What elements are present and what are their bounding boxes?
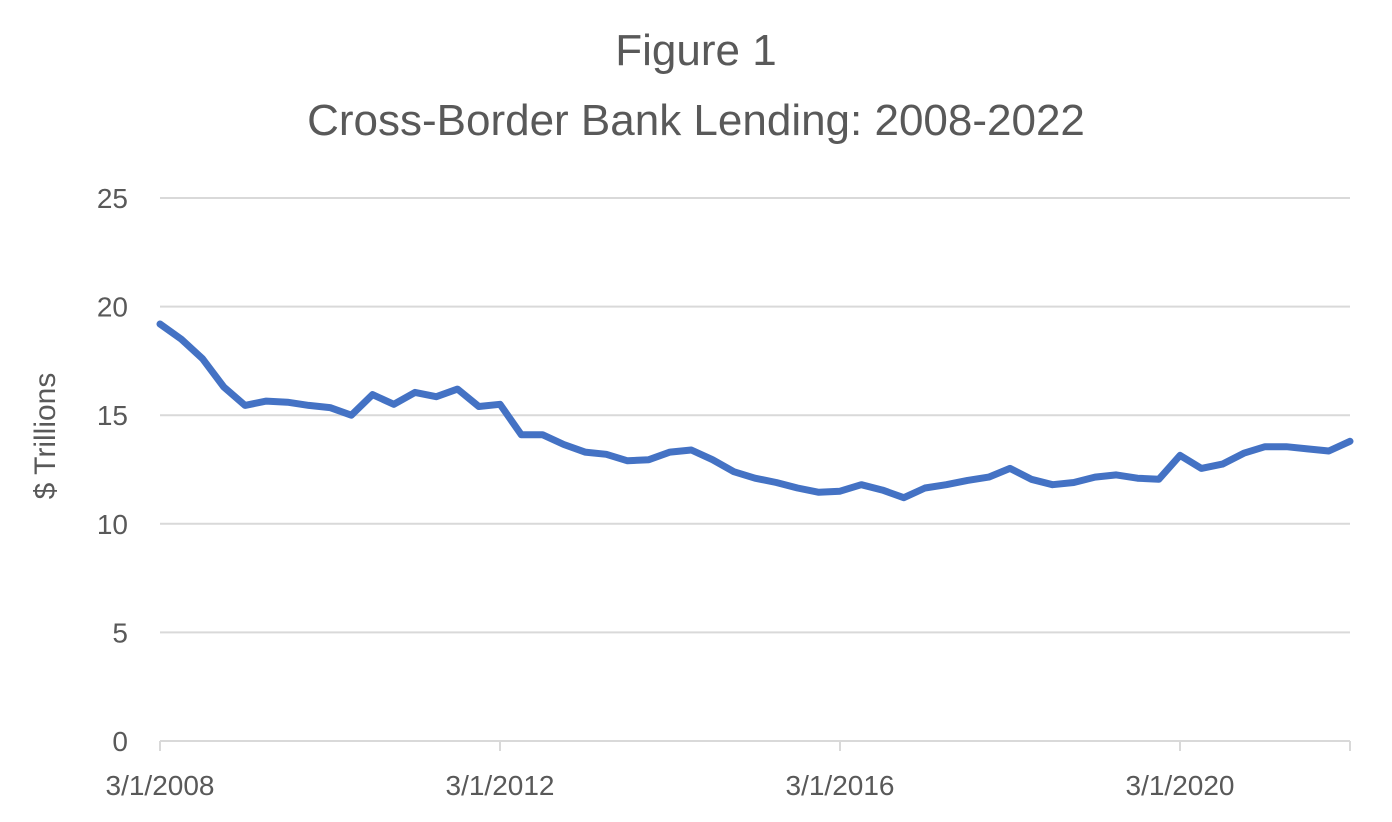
y-tick-label: 10 xyxy=(97,509,128,540)
data-point xyxy=(923,486,927,490)
series-group xyxy=(156,320,1354,502)
data-point xyxy=(519,433,523,437)
data-point xyxy=(1029,477,1033,481)
data-point xyxy=(371,393,375,397)
data-point xyxy=(668,450,672,454)
data-point xyxy=(1327,449,1331,453)
data-point xyxy=(1008,466,1012,470)
data-point xyxy=(413,390,417,394)
data-point xyxy=(626,459,630,463)
data-point xyxy=(1199,466,1203,470)
x-tick-label: 3/1/2012 xyxy=(446,770,555,801)
x-tick-label: 3/1/2020 xyxy=(1126,770,1235,801)
series-line xyxy=(156,320,1354,502)
chart-title: Figure 1 xyxy=(615,26,777,75)
data-point xyxy=(604,452,608,456)
data-point xyxy=(987,475,991,479)
data-point xyxy=(477,405,481,409)
data-point xyxy=(966,478,970,482)
data-point xyxy=(264,399,268,403)
data-point xyxy=(307,403,311,407)
data-point xyxy=(392,402,396,406)
data-point xyxy=(286,400,290,404)
data-point xyxy=(1114,473,1118,477)
y-tick-label: 5 xyxy=(112,617,128,648)
data-point xyxy=(689,448,693,452)
data-point xyxy=(1093,475,1097,479)
data-point xyxy=(1051,483,1055,487)
data-point xyxy=(732,470,736,474)
y-tick-label: 15 xyxy=(97,400,128,431)
data-point xyxy=(944,483,948,487)
data-point xyxy=(456,387,460,391)
data-point xyxy=(541,433,545,437)
data-point xyxy=(881,488,885,492)
data-point xyxy=(1072,481,1076,485)
data-point xyxy=(902,496,906,500)
data-point xyxy=(817,490,821,494)
data-point xyxy=(243,403,247,407)
gridlines xyxy=(160,197,1350,634)
data-point xyxy=(179,337,183,341)
data-point xyxy=(1136,476,1140,480)
data-point xyxy=(1284,445,1288,449)
data-point xyxy=(1157,477,1161,481)
y-tick-label: 20 xyxy=(97,292,128,323)
data-point xyxy=(774,481,778,485)
data-point xyxy=(1263,445,1267,449)
data-point xyxy=(583,450,587,454)
data-point xyxy=(562,443,566,447)
x-tick-label: 3/1/2008 xyxy=(106,770,215,801)
data-point xyxy=(349,413,353,417)
data-point xyxy=(201,357,205,361)
data-point xyxy=(1306,447,1310,451)
data-point xyxy=(859,483,863,487)
data-point xyxy=(1178,453,1182,457)
data-point xyxy=(222,385,226,389)
data-point xyxy=(711,458,715,462)
data-point xyxy=(1221,462,1225,466)
x-tick-label: 3/1/2016 xyxy=(786,770,895,801)
data-point xyxy=(328,406,332,410)
data-point xyxy=(647,458,651,462)
data-point xyxy=(1348,439,1352,443)
y-tick-label: 25 xyxy=(97,183,128,214)
chart-subtitle: Cross-Border Bank Lending: 2008-2022 xyxy=(307,96,1085,145)
data-point xyxy=(1242,451,1246,455)
data-point xyxy=(753,476,757,480)
data-point xyxy=(498,402,502,406)
data-point xyxy=(434,395,438,399)
data-point xyxy=(838,489,842,493)
data-point xyxy=(796,486,800,490)
x-axis-ticks: 3/1/2008 3/1/2012 3/1/2016 3/1/2020 xyxy=(106,741,1351,801)
data-point xyxy=(158,322,162,326)
y-axis-ticks: 0 5 10 15 20 25 xyxy=(97,183,128,757)
y-tick-label: 0 xyxy=(112,726,128,757)
